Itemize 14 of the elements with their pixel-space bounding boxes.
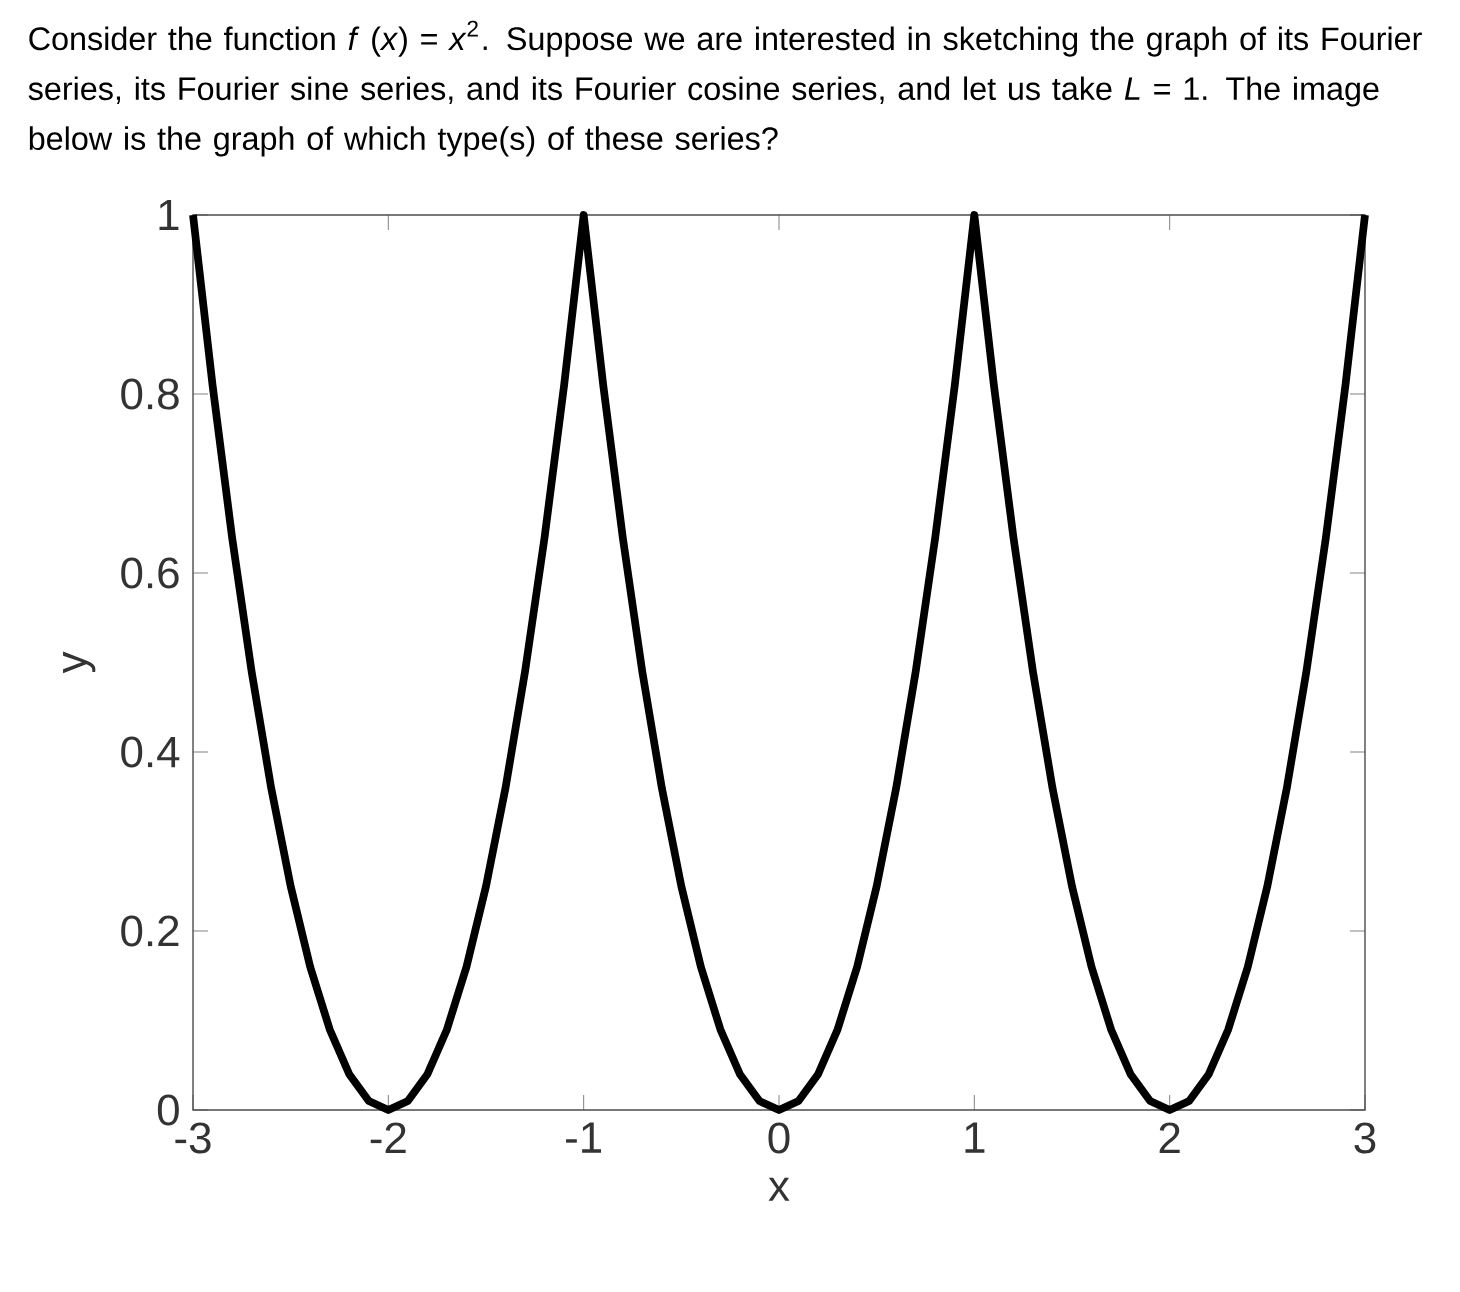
y-axis-title: y: [63, 651, 96, 674]
y-tick-label: 0.4: [121, 736, 180, 768]
y-tick-label: 0.6: [121, 557, 179, 589]
x-axis-title: x: [768, 1177, 790, 1201]
x-tick-label: -1: [566, 1122, 602, 1153]
y-tick-label: 1: [159, 199, 179, 231]
x-tick-label: 1: [965, 1122, 985, 1153]
x-tick-label: 2: [1159, 1122, 1180, 1154]
x-tick-label: 0: [768, 1122, 790, 1154]
x-tick-label: 3: [1354, 1122, 1376, 1154]
y-tick-label: 0.8: [121, 378, 179, 410]
y-tick-label: 0.2: [121, 915, 179, 947]
chart-title: Consider the function f (x) = x$^{2}$. Suppose we are interested in sketching the graph of its Fourier series, its Fourier sine series, and its Fourier cosine series, and let us take L = 1. The image below is the graph of which type(s) of these series?: [28, 20, 1422, 157]
x-tick-label: -2: [370, 1122, 406, 1154]
